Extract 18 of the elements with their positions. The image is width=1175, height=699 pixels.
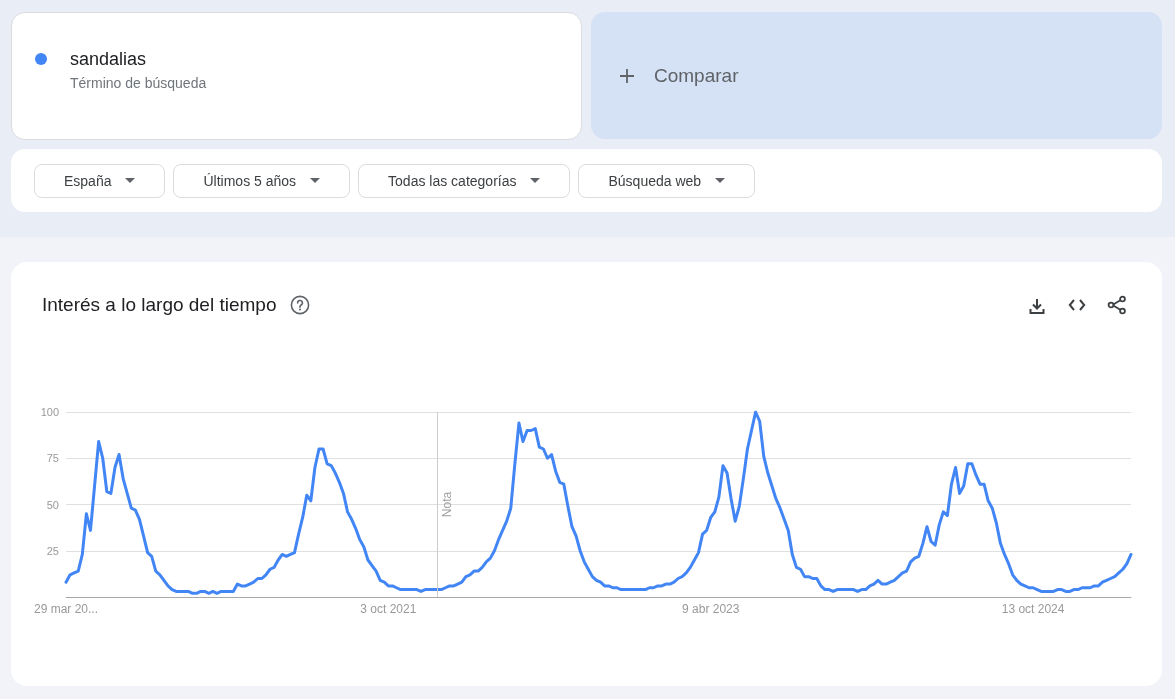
x-tick-label: 29 mar 20... <box>33 602 99 616</box>
dropdown: Últimos 5 años <box>173 163 351 198</box>
x-tick-label: 13 oct 2024 <box>1001 602 1065 616</box>
y-tick-label: 75 <box>46 452 59 465</box>
y-tick-label: 50 <box>46 498 59 511</box>
text: Comparar <box>654 64 739 87</box>
y-tick-label: 100 <box>40 406 59 418</box>
dropdown: Búsqueda web <box>578 163 756 198</box>
chart-title: Interés a lo largo del tiempo <box>42 294 277 316</box>
line-series <box>64 410 1133 595</box>
legend-label: sandalias <box>70 48 147 70</box>
dropdown: España <box>34 163 166 198</box>
text: Término de búsqueda <box>70 74 207 92</box>
x-tick-label: 9 abr 2023 <box>682 602 740 616</box>
x-tick-label: 3 oct 2021 <box>360 602 417 616</box>
y-tick-label: 25 <box>46 544 59 557</box>
dropdown: Todas las categorías <box>358 163 571 198</box>
ref-line-label: Nota <box>440 491 455 518</box>
